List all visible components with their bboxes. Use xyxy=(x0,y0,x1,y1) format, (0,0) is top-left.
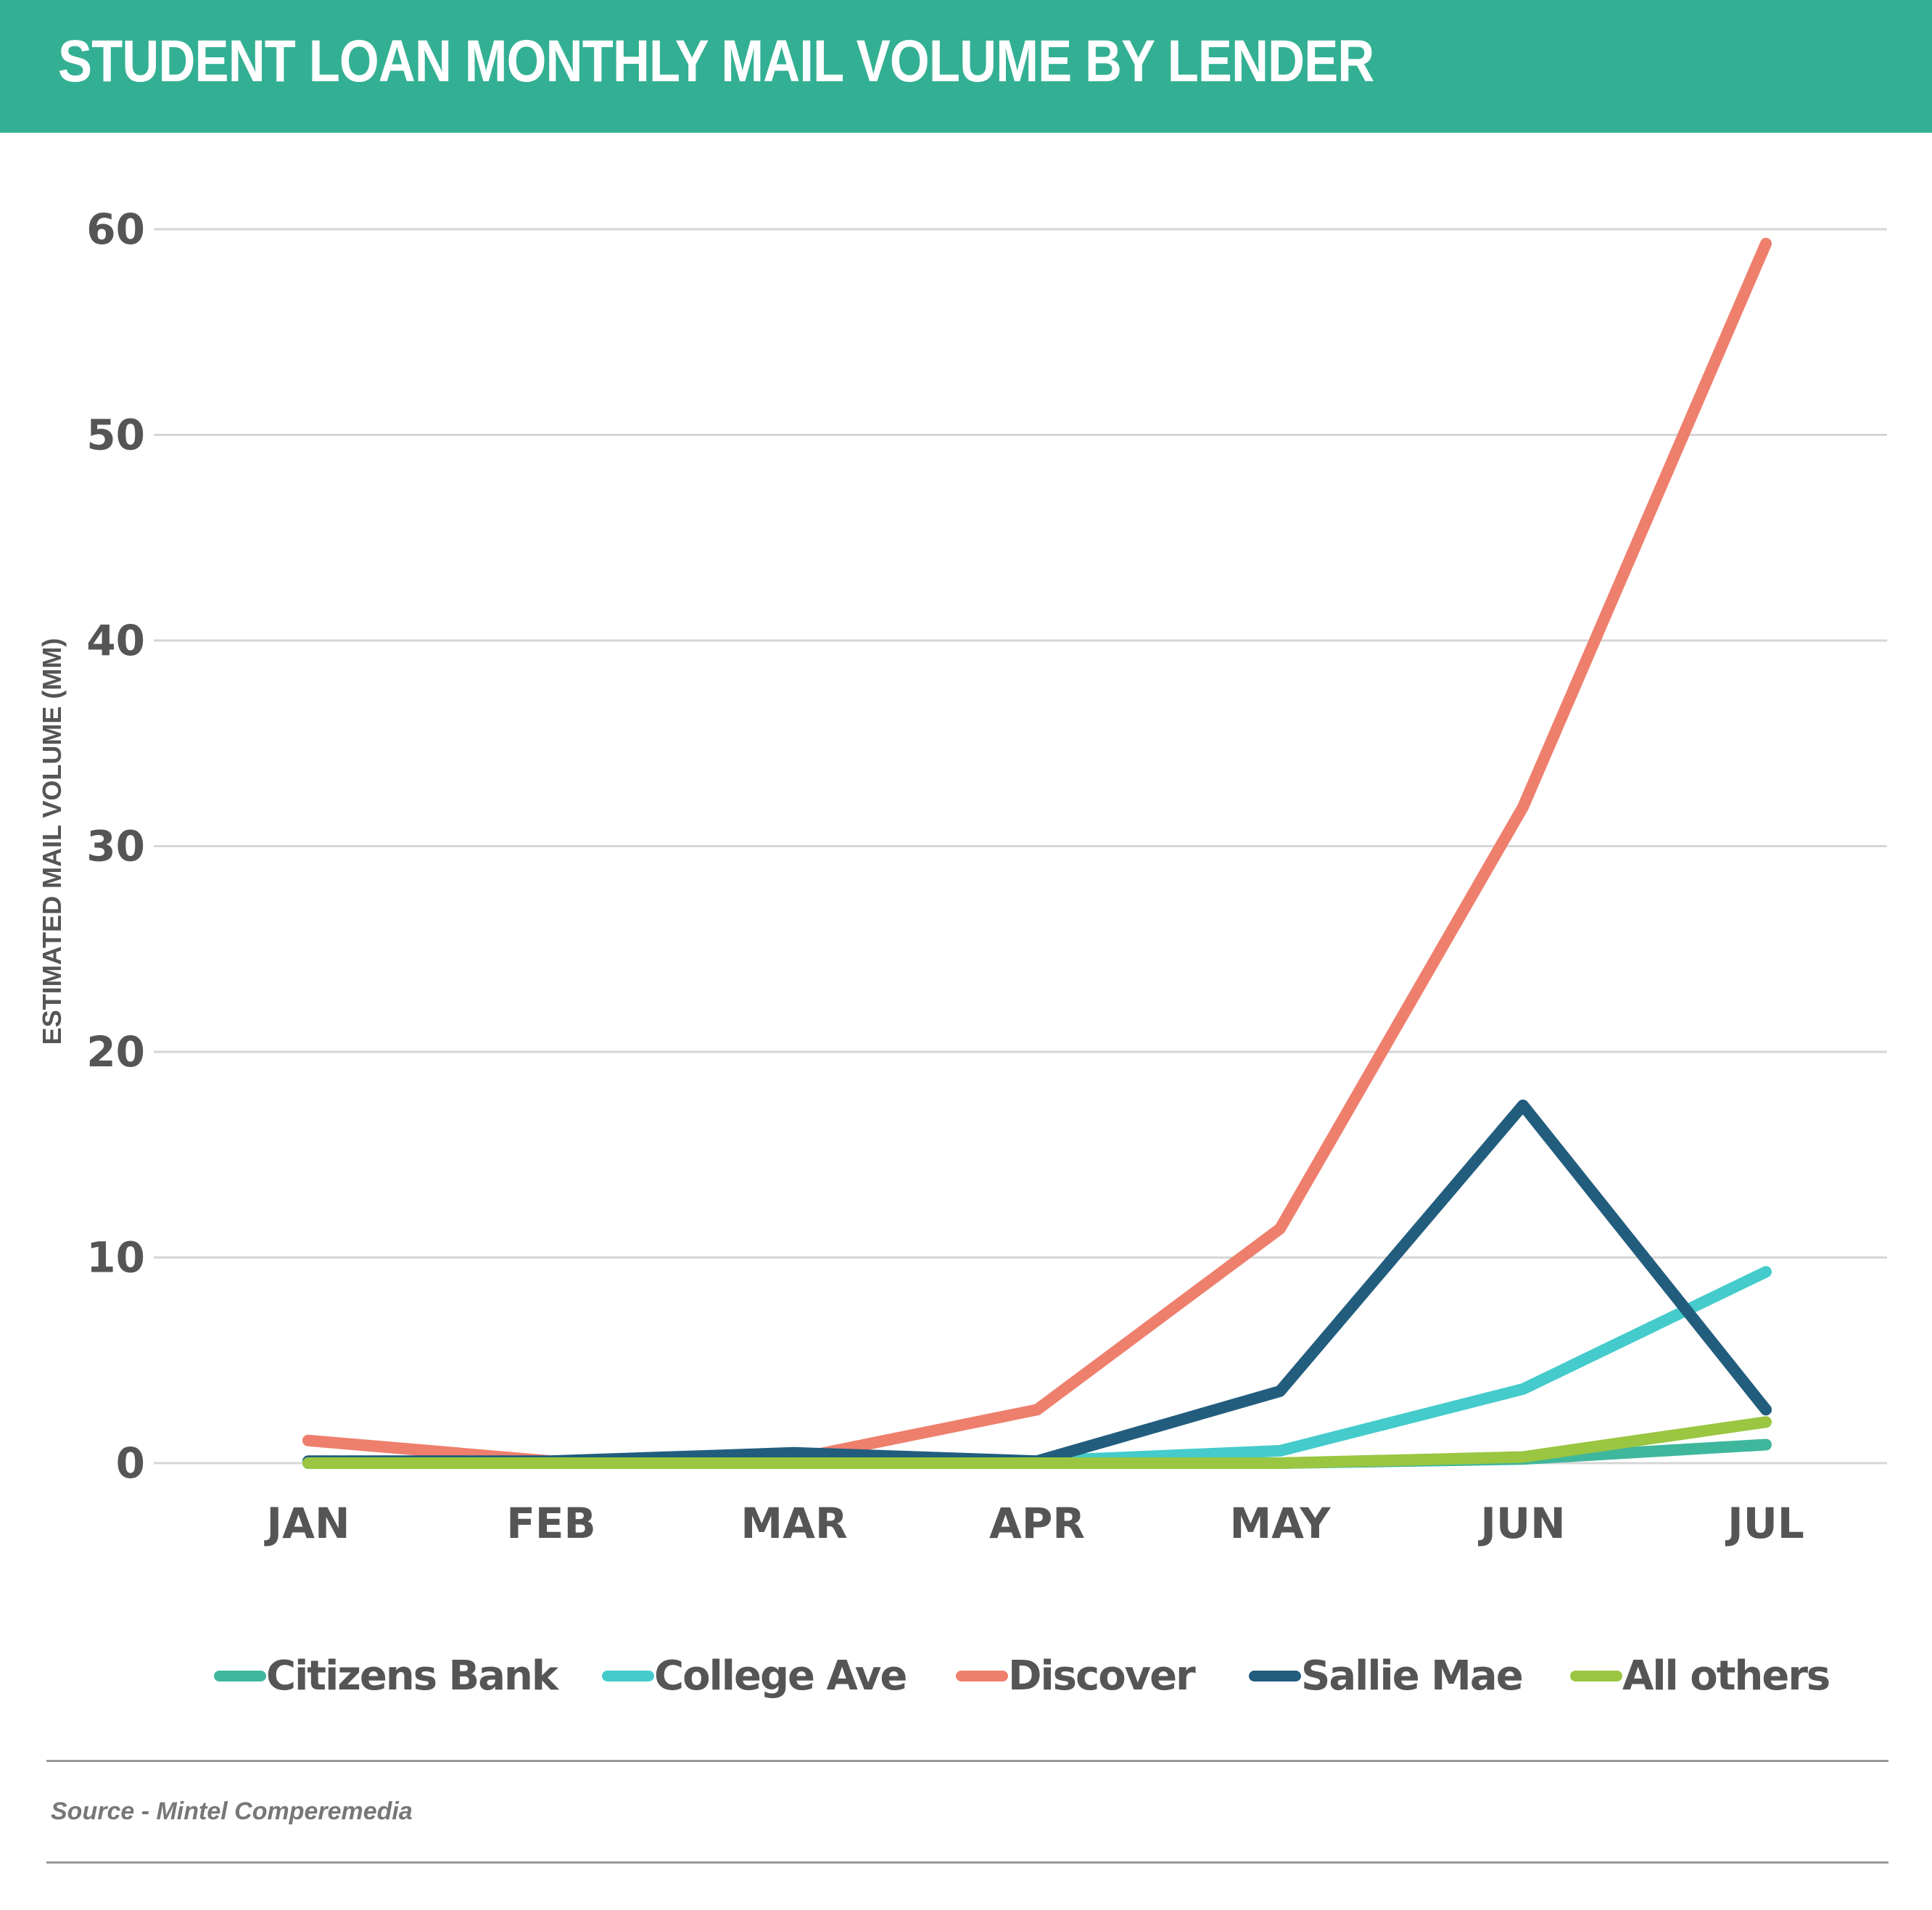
series-line-discover xyxy=(302,237,1772,1468)
series-line-college-ave xyxy=(302,1266,1772,1469)
source-note: Source - Mintel Comperemedia xyxy=(51,1798,413,1825)
x-tick-label: JUN xyxy=(1477,1499,1565,1548)
legend-label: All others xyxy=(1622,1652,1830,1700)
y-tick-label: 50 xyxy=(86,411,145,460)
legend-item-discover: Discover xyxy=(956,1647,1196,1705)
x-tick-label: MAR xyxy=(740,1499,847,1548)
footer-divider-top xyxy=(46,1760,1888,1762)
legend-item-all-others: All others xyxy=(1570,1647,1830,1705)
legend-label: Sallie Mae xyxy=(1301,1652,1524,1700)
legend-label: Discover xyxy=(1008,1652,1196,1700)
y-tick-label: 0 xyxy=(116,1438,145,1488)
chart-legend: Citizens Bank College Ave Discover Sallie M… xyxy=(0,1647,1932,1705)
footer-divider-bottom xyxy=(46,1861,1888,1864)
legend-swatch-icon xyxy=(1249,1670,1301,1681)
series-lines xyxy=(302,237,1772,1469)
legend-swatch-icon xyxy=(1570,1670,1622,1681)
x-tick-label: MAY xyxy=(1229,1499,1331,1548)
legend-swatch-icon xyxy=(956,1670,1008,1681)
x-axis-ticks: JAN FEB MAR APR MAY JUN JUL xyxy=(263,1499,1804,1548)
y-tick-label: 30 xyxy=(86,822,145,871)
y-tick-label: 20 xyxy=(86,1027,145,1077)
legend-item-sallie-mae: Sallie Mae xyxy=(1249,1647,1524,1705)
gridlines xyxy=(154,228,1887,1465)
y-tick-label: 10 xyxy=(86,1233,145,1283)
series-line-all-others xyxy=(302,1416,1772,1469)
x-tick-label: JUL xyxy=(1725,1499,1804,1548)
legend-item-college-ave: College Ave xyxy=(602,1647,907,1705)
x-tick-label: JAN xyxy=(263,1499,350,1548)
legend-swatch-icon xyxy=(602,1670,654,1681)
x-tick-label: APR xyxy=(989,1499,1085,1548)
legend-swatch-icon xyxy=(214,1670,266,1681)
chart-title: STUDENT LOAN MONTHLY MAIL VOLUME BY LEND… xyxy=(58,28,1374,94)
y-tick-label: 60 xyxy=(86,205,145,254)
y-tick-label: 40 xyxy=(86,616,145,665)
y-axis-ticks: 0 10 20 30 40 50 60 xyxy=(86,205,145,1488)
legend-item-citizens-bank: Citizens Bank xyxy=(214,1647,558,1705)
legend-label: College Ave xyxy=(654,1652,907,1700)
title-banner: STUDENT LOAN MONTHLY MAIL VOLUME BY LEND… xyxy=(0,0,1932,133)
x-tick-label: FEB xyxy=(506,1499,595,1548)
legend-label: Citizens Bank xyxy=(266,1652,558,1700)
